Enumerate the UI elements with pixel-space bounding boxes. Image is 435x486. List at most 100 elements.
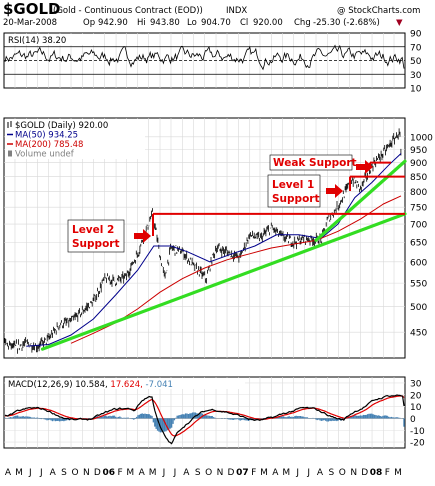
histogram-bar (375, 415, 376, 418)
histogram-bar (189, 414, 190, 419)
histogram-bar (385, 415, 386, 418)
macd-tick-label: 20 (410, 391, 422, 401)
x-tick-label: J (306, 468, 310, 478)
price-tick-label: 650 (410, 239, 427, 249)
histogram-bar (312, 418, 313, 419)
x-tick-label: S (195, 468, 201, 478)
histogram-bar (56, 418, 57, 421)
histogram-bar (178, 415, 179, 418)
histogram-bar (322, 418, 323, 420)
x-tick-label: A (272, 468, 279, 478)
histogram-bar (18, 417, 19, 419)
histogram-bar (356, 416, 357, 419)
x-tick-label: D (361, 468, 368, 478)
histogram-bar (296, 416, 297, 419)
histogram-bar (38, 418, 39, 419)
histogram-bar (52, 418, 53, 421)
x-tick-label: O (71, 468, 78, 478)
histogram-bar (209, 416, 210, 419)
histogram-bar (303, 417, 304, 419)
histogram-bar (55, 418, 56, 421)
histogram-bar (394, 418, 395, 419)
histogram-bar (102, 416, 103, 418)
histogram-bar (381, 417, 382, 419)
histogram-bar (184, 414, 185, 418)
histogram-bar (326, 418, 327, 421)
histogram-bar (233, 418, 234, 420)
histogram-bar (366, 415, 367, 419)
price-tick-label: 1000 (410, 133, 433, 143)
histogram-bar (146, 414, 147, 418)
histogram-bar (328, 418, 329, 421)
histogram-bar (212, 416, 213, 418)
histogram-bar (210, 416, 211, 418)
histogram-bar (287, 417, 288, 419)
histogram-bar (149, 414, 150, 418)
histogram-bar (230, 418, 231, 419)
histogram-bar (60, 418, 61, 421)
x-tick-label: A (50, 468, 57, 478)
histogram-bar (191, 413, 192, 418)
price-tick-label: 700 (410, 221, 427, 231)
x-tick-label: A (317, 468, 324, 478)
histogram-bar (221, 418, 222, 419)
histogram-bar (300, 416, 301, 418)
histogram-bar (4, 418, 5, 419)
x-tick-label: 06 (102, 468, 115, 478)
high-value: 943.80 (150, 18, 180, 28)
histogram-bar (115, 417, 116, 419)
histogram-bar (58, 418, 59, 421)
histogram-bar (388, 417, 389, 419)
histogram-bar (10, 417, 11, 418)
histogram-bar (282, 417, 283, 419)
legend-entry-1: $GOLD (Daily) 920.00 (15, 121, 108, 131)
histogram-bar (329, 418, 330, 420)
histogram-bar (377, 416, 378, 419)
histogram-bar (280, 417, 281, 419)
low-label: Lo (187, 18, 197, 28)
histogram-bar (317, 418, 318, 420)
x-tick-label: M (394, 468, 402, 478)
change-label: Chg (294, 18, 311, 28)
histogram-bar (59, 418, 60, 421)
x-tick-label: J (162, 468, 166, 478)
histogram-bar (147, 414, 148, 418)
histogram-bar (294, 416, 295, 418)
histogram-bar (185, 413, 186, 418)
price-tick-label: 500 (410, 303, 427, 313)
x-tick-label: D (228, 468, 235, 478)
histogram-bar (241, 418, 242, 420)
histogram-bar (370, 414, 371, 419)
histogram-bar (297, 416, 298, 418)
histogram-bar (234, 418, 235, 419)
level-1-label-line1: Level 1 (272, 179, 314, 191)
histogram-bar (27, 417, 28, 419)
histogram-bar (107, 417, 108, 419)
histogram-bar (25, 416, 26, 418)
histogram-bar (136, 417, 137, 419)
quote-date: 20-Mar-2008 (3, 18, 57, 28)
histogram-bar (331, 418, 332, 421)
histogram-bar (290, 417, 291, 419)
rsi-tick-label: 90 (410, 30, 422, 40)
price-panel: 1000950900850800750700650600550500450Lev… (4, 118, 433, 358)
change-down-icon: ▼ (396, 18, 403, 28)
x-tick-label: O (205, 468, 212, 478)
histogram-bar (119, 417, 120, 419)
histogram-bar (206, 415, 207, 418)
x-tick-label: M (260, 468, 268, 478)
histogram-bar (240, 418, 241, 420)
histogram-bar (293, 417, 294, 418)
histogram-bar (24, 417, 25, 419)
histogram-bar (44, 418, 45, 419)
x-tick-label: M (126, 468, 134, 478)
histogram-bar (150, 415, 151, 418)
histogram-bar (283, 416, 284, 418)
histogram-bar (301, 416, 302, 418)
histogram-bar (182, 414, 183, 418)
open-label: Op (83, 18, 95, 28)
histogram-bar (151, 416, 152, 419)
